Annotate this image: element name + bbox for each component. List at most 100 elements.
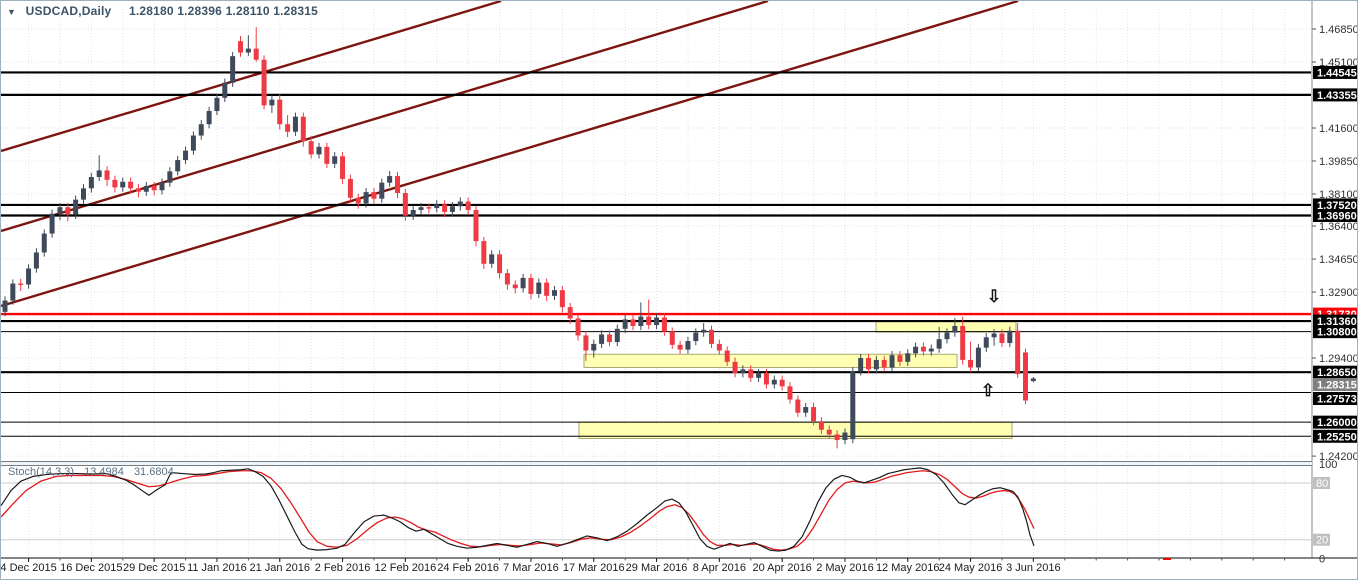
- price-badge-label: 1.28650: [1317, 367, 1357, 379]
- candle-body: [818, 421, 824, 430]
- candle-body: [300, 116, 306, 142]
- candle-body: [159, 182, 165, 191]
- candle-body: [33, 252, 39, 269]
- candle-body: [120, 181, 126, 188]
- candle-body: [606, 334, 612, 343]
- stoch-axis-label: 80: [1316, 478, 1328, 490]
- candle-body: [960, 325, 966, 360]
- price-badge: [1313, 208, 1357, 222]
- time-axis-label: 4 Dec 2015: [1, 562, 57, 574]
- candle-body: [10, 283, 16, 301]
- candle-body: [104, 170, 110, 180]
- candle-body: [654, 317, 660, 326]
- price-badge: [1313, 325, 1357, 339]
- time-axis-label: 2 Feb 2016: [315, 562, 371, 574]
- time-axis-label: 12 Feb 2016: [374, 562, 436, 574]
- stoch-axis-badge: [1313, 533, 1330, 546]
- candle-body: [661, 317, 667, 332]
- highlight-zone[interactable]: [875, 321, 1017, 333]
- candle-body: [559, 290, 565, 308]
- candle-body: [457, 201, 463, 207]
- candle-body: [387, 176, 393, 183]
- candle-body: [57, 207, 63, 214]
- stoch-axis-label: 0: [1319, 554, 1325, 566]
- price-badge-label: 1.44545: [1317, 67, 1357, 79]
- candle-body: [528, 277, 534, 294]
- candle-body: [544, 282, 550, 296]
- time-axis-label: 3 Jun 2016: [1006, 562, 1060, 574]
- candle-body: [504, 273, 510, 285]
- candle-body: [599, 334, 605, 344]
- candle-body: [112, 179, 118, 188]
- up-arrow-icon: ⇧: [981, 381, 995, 400]
- time-axis-label: 29 Dec 2015: [123, 562, 185, 574]
- candle-body: [701, 329, 707, 333]
- panel-splitter[interactable]: [1, 462, 1312, 466]
- down-arrow-icon: ⇩: [987, 287, 1001, 306]
- stoch-main-line: [1, 467, 1035, 552]
- candle-body: [81, 188, 86, 200]
- candle-body: [1023, 352, 1028, 401]
- candle-body: [567, 307, 573, 319]
- candle-body: [190, 135, 196, 151]
- candle-body: [442, 204, 448, 212]
- candle-body: [175, 160, 181, 172]
- candle-body: [238, 41, 243, 53]
- candle-body: [49, 213, 55, 234]
- price-axis-label: 1.32900: [1319, 287, 1358, 299]
- symbol-dropdown-icon[interactable]: ▼: [7, 7, 17, 17]
- price-badge-label: 1.43355: [1317, 90, 1357, 102]
- candle-body: [763, 373, 769, 385]
- price-axis-label: 1.24200: [1319, 451, 1358, 463]
- price-badge-label: 1.28315: [1317, 380, 1357, 392]
- price-badge: [1313, 429, 1357, 443]
- time-axis-label: 12 May 2016: [876, 562, 940, 574]
- candle-body: [881, 359, 887, 368]
- candle-body: [355, 197, 361, 204]
- highlight-zone[interactable]: [583, 353, 958, 368]
- candle-body: [245, 48, 251, 53]
- candle-body: [363, 192, 369, 204]
- time-axis-label: 7 Mar 2016: [503, 562, 559, 574]
- price-axis-label: 1.46850: [1319, 24, 1358, 36]
- price-badge-label: 1.31360: [1317, 316, 1357, 328]
- current-price-badge: [1313, 378, 1357, 392]
- candle-body: [685, 341, 691, 350]
- candle-body: [292, 116, 298, 132]
- price-badge-label: 1.30800: [1317, 327, 1357, 339]
- time-axis-label: 20 Apr 2016: [752, 562, 811, 574]
- candle-body: [968, 359, 974, 368]
- price-badge: [1313, 198, 1357, 212]
- candle-body: [787, 386, 793, 400]
- candle-body: [473, 210, 479, 242]
- candle-body: [795, 399, 801, 413]
- candle-body: [449, 206, 455, 212]
- candle-body: [2, 300, 8, 312]
- candle-body: [716, 343, 722, 351]
- candle-body: [426, 207, 432, 209]
- price-badge-label: 1.36960: [1317, 210, 1357, 222]
- candle-body: [261, 59, 267, 106]
- candle-body: [591, 343, 597, 351]
- candle-body: [928, 348, 934, 352]
- candle-body: [897, 355, 903, 362]
- candle-body: [905, 353, 911, 362]
- stoch-k-value: 13.4984: [84, 466, 124, 478]
- price-axis-label: 1.38100: [1319, 189, 1358, 201]
- candle-body: [434, 204, 440, 209]
- candle-body: [913, 346, 919, 354]
- candle-body: [850, 371, 856, 440]
- price-axis-label: 1.29400: [1319, 353, 1358, 365]
- candle-body: [26, 268, 32, 285]
- trend-line[interactable]: [1, 1, 1019, 308]
- trend-line[interactable]: [1, 1, 502, 153]
- stoch-axis-badge: [1313, 477, 1330, 489]
- trend-line[interactable]: [1, 1, 769, 233]
- candle-body: [999, 333, 1005, 343]
- candle-body: [183, 150, 189, 161]
- candle-body: [669, 331, 675, 345]
- candle-body: [583, 335, 589, 351]
- candle-body: [489, 254, 495, 264]
- price-axis-label: 1.36400: [1319, 221, 1358, 233]
